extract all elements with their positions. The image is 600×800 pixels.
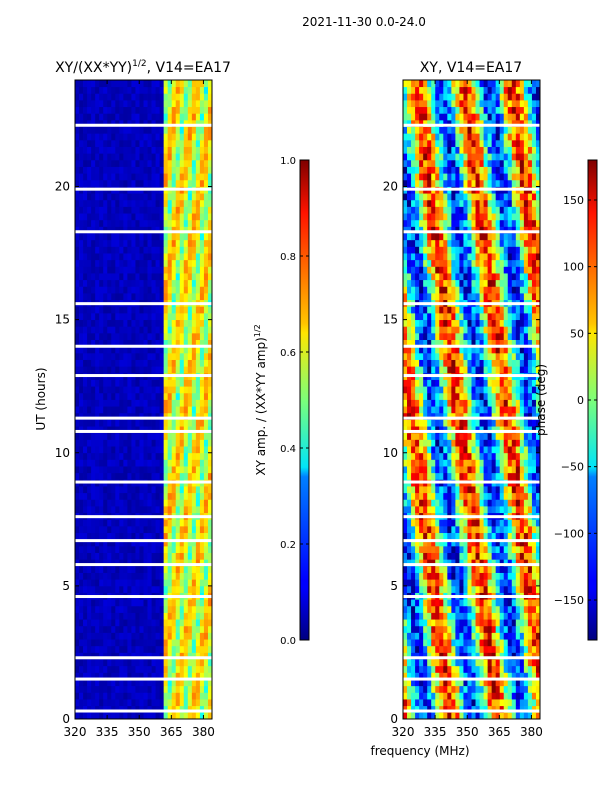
left-xtick-label: 350 <box>128 725 151 739</box>
left-heatmap <box>75 80 212 719</box>
left-xtick-label: 365 <box>160 725 183 739</box>
xlabel: frequency (MHz) <box>370 744 469 758</box>
left-ylabel: UT (hours) <box>34 367 48 430</box>
left-xticks: 320 335 350 365 380 <box>64 80 215 739</box>
left-ytick-label: 20 <box>55 180 70 194</box>
right-colorbar-tick-label: −150 <box>554 594 584 607</box>
right-colorbar-tick-label: 100 <box>563 261 584 274</box>
right-xtick-label: 380 <box>520 725 543 739</box>
right-ytick-label: 15 <box>383 313 398 327</box>
right-title: XY, V14=EA17 <box>420 60 522 76</box>
left-ytick-label: 5 <box>62 579 70 593</box>
left-ytick-label: 15 <box>55 313 70 327</box>
left-colorbar-ticks: 0.0 0.2 0.4 0.6 0.8 1.0 <box>280 156 309 647</box>
suptitle: 2021-11-30 0.0-24.0 <box>302 15 426 29</box>
left-title-suffix: , V14=EA17 <box>147 60 231 76</box>
left-colorbar-label: XY amp. / (XX*YY amp)1/2 <box>253 324 268 475</box>
left-title: XY/(XX*YY)1/2, V14=EA17 <box>55 59 231 76</box>
left-ytick-label: 0 <box>62 712 70 726</box>
right-colorbar-label: phase (deg) <box>534 364 548 436</box>
left-colorbar-tick-label: 0.6 <box>280 348 296 359</box>
left-colorbar-tick-label: 0.4 <box>280 444 296 455</box>
right-ytick-label: 20 <box>383 180 398 194</box>
right-ytick-label: 5 <box>390 579 398 593</box>
right-xtick-label: 320 <box>392 725 415 739</box>
left-colorbar-tick-label: 0.2 <box>280 540 296 551</box>
right-colorbar-tick-label: 0 <box>577 394 584 407</box>
left-axes-frame <box>74 79 213 720</box>
left-title-main: XY/(XX*YY) <box>55 60 132 76</box>
left-panel: XY/(XX*YY)1/2, V14=EA17 320 335 350 365 380 … <box>34 59 231 739</box>
left-colorbar-label-sup: 1/2 <box>253 324 262 337</box>
left-colorbar-tick-label: 0.8 <box>280 252 296 263</box>
left-colorbar: 0.0 0.2 0.4 0.6 0.8 1.0 XY amp. / (XX*YY amp)… <box>253 156 310 647</box>
right-panel: XY, V14=EA17 320 335 350 365 380 0 5 10 15 20 fr… <box>370 60 542 758</box>
right-ytick-label: 0 <box>390 712 398 726</box>
right-colorbar-tick-label: 150 <box>563 194 584 207</box>
right-colorbar: −150 −100 −50 0 50 100 150 phase (deg) <box>534 159 598 641</box>
right-heatmap <box>403 80 540 719</box>
left-xtick-label: 380 <box>192 725 215 739</box>
right-axes-frame <box>402 79 541 720</box>
left-xtick-label: 335 <box>96 725 119 739</box>
right-colorbar-tick-label: 50 <box>570 327 584 340</box>
left-title-sup: 1/2 <box>132 59 146 69</box>
left-colorbar-bar <box>299 159 310 641</box>
left-colorbar-label-main: XY amp. / (XX*YY amp) <box>254 337 268 475</box>
left-colorbar-tick-label: 1.0 <box>280 156 296 167</box>
right-colorbar-tick-label: −50 <box>561 461 584 474</box>
right-colorbar-tick-label: −100 <box>554 527 584 540</box>
right-yticks: 0 5 10 15 20 <box>383 180 540 726</box>
left-ytick-label: 10 <box>55 446 70 460</box>
right-xtick-label: 350 <box>456 725 479 739</box>
right-xtick-label: 365 <box>488 725 511 739</box>
right-ytick-label: 10 <box>383 446 398 460</box>
right-colorbar-ticks: −150 −100 −50 0 50 100 150 <box>554 194 597 607</box>
right-xticks: 320 335 350 365 380 <box>392 80 543 739</box>
left-colorbar-tick-label: 0.0 <box>280 636 296 647</box>
right-xtick-label: 335 <box>424 725 447 739</box>
left-xtick-label: 320 <box>64 725 87 739</box>
left-yticks: 0 5 10 15 20 <box>55 180 212 726</box>
